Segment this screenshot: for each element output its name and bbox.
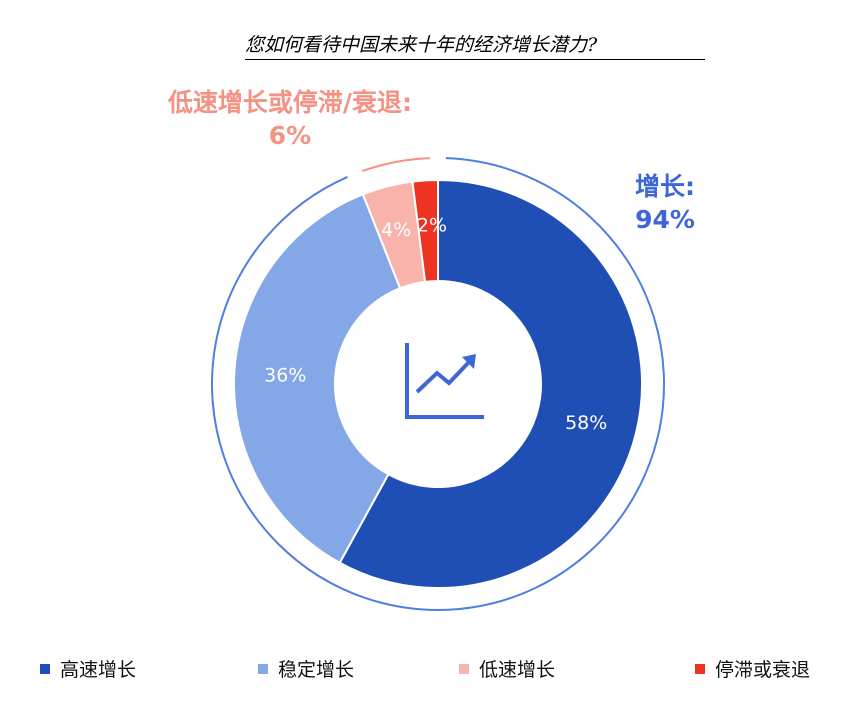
- outer-group-ring: [211, 157, 665, 611]
- icon-trend-line: [415, 359, 472, 394]
- growth-group-value: 94%: [635, 205, 695, 234]
- legend-item-4: 停滞或衰退: [695, 655, 810, 682]
- data-label-1: 58%: [565, 412, 607, 434]
- legend-swatch: [695, 663, 705, 674]
- legend-label: 稳定增长: [278, 659, 355, 681]
- data-label-4: 2%: [417, 214, 447, 236]
- donut-slice-4: [411, 178, 439, 283]
- legend-swatch: [459, 663, 469, 674]
- line-chart-up-icon: [405, 343, 484, 419]
- decline-group-name: 低速增长或停滞/衰退:: [167, 88, 413, 117]
- legend-label: 高速增长: [60, 659, 137, 681]
- donut-slice-1: [338, 178, 643, 589]
- legend-label: 停滞或衰退: [715, 659, 811, 681]
- legend-item-2: 稳定增长: [258, 655, 354, 682]
- donut-slice-2: [233, 193, 402, 565]
- decline-group-value: 6%: [268, 121, 312, 150]
- legend-item-3: 低速增长: [459, 655, 555, 682]
- legend-swatch: [40, 663, 50, 674]
- growth-group-label: 增长: 94%: [610, 170, 720, 236]
- ring-arc-decline: [361, 157, 431, 173]
- data-label-3: 4%: [381, 219, 411, 241]
- legend: 高速增长 稳定增长 低速增长 停滞或衰退: [40, 655, 840, 685]
- legend-swatch: [258, 663, 268, 674]
- legend-label: 低速增长: [479, 659, 556, 681]
- ring-arc-growth: [211, 157, 665, 611]
- growth-group-name: 增长:: [635, 172, 695, 201]
- icon-arrow-head: [462, 354, 476, 369]
- donut-data-labels: 58% 36% 4% 2%: [264, 214, 607, 434]
- legend-item-1: 高速增长: [40, 655, 136, 682]
- chart-title: 您如何看待中国未来十年的经济增长潜力?: [245, 30, 705, 60]
- donut-slices: [233, 178, 643, 589]
- data-label-2: 36%: [264, 364, 306, 386]
- decline-group-label: 低速增长或停滞/衰退: 6%: [120, 86, 460, 152]
- icon-axes: [405, 343, 484, 419]
